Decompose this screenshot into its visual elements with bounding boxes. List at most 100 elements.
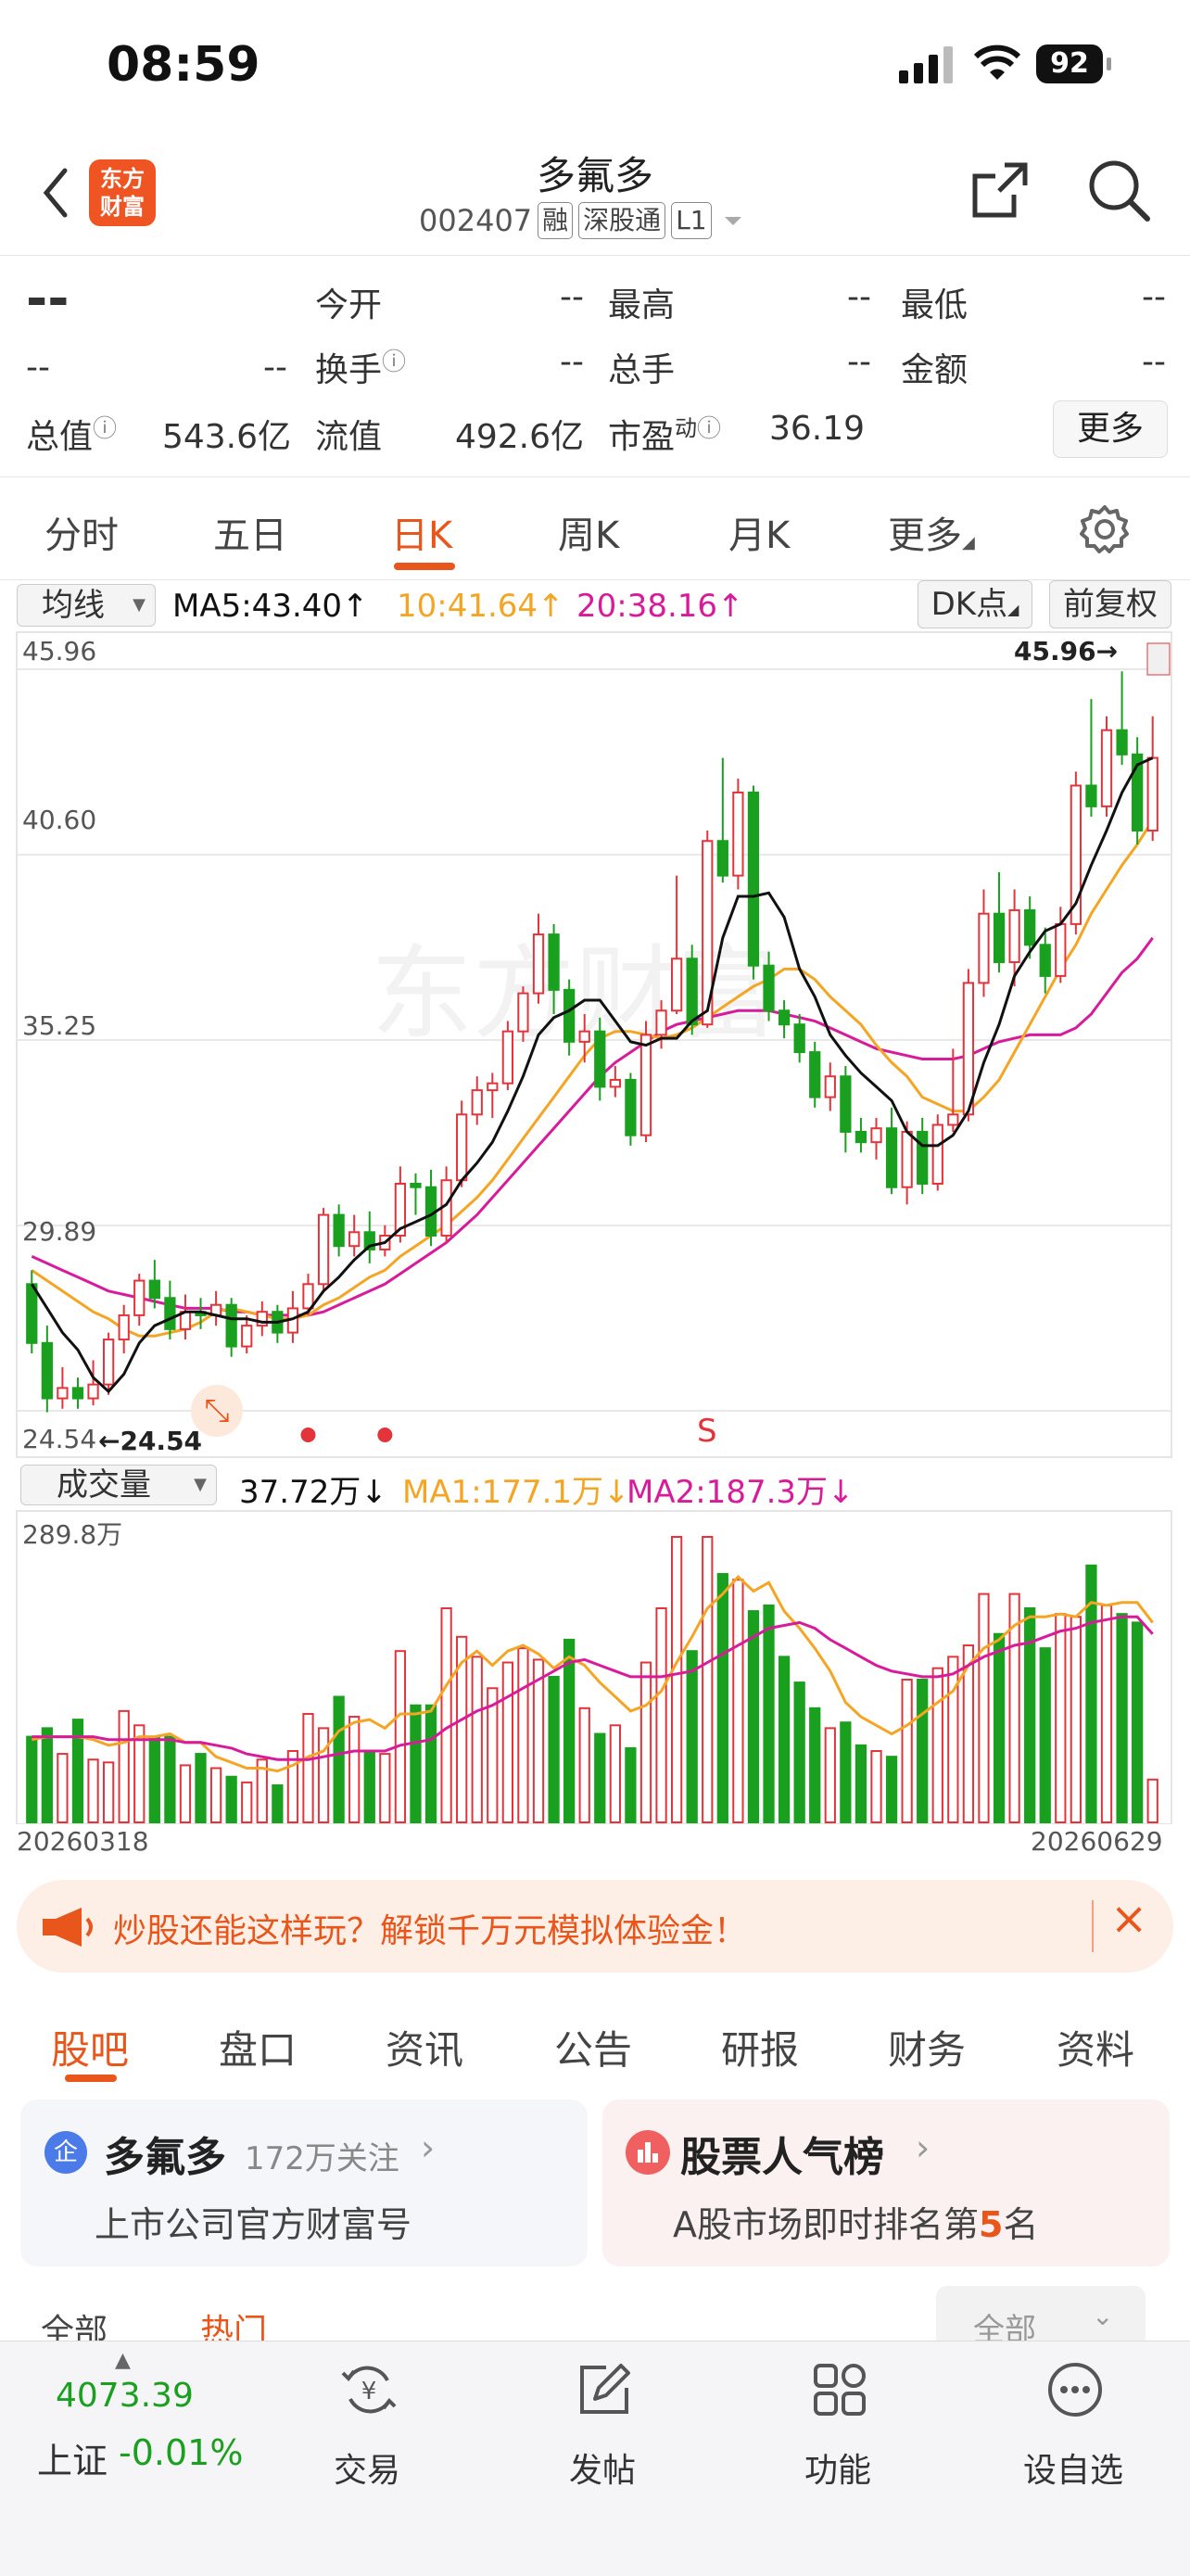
volume-bar: [702, 1536, 714, 1823]
candle-body: [1132, 753, 1144, 832]
tab-announcements[interactable]: 公告: [554, 2027, 633, 2073]
volume-bar: [424, 1704, 437, 1823]
candle-body: [855, 1130, 867, 1144]
expand-chart-icon[interactable]: ⤡: [191, 1385, 243, 1437]
volume-bar: [1039, 1647, 1051, 1823]
volume-bar: [732, 1579, 744, 1823]
index-name[interactable]: 上证: [37, 2441, 108, 2481]
buy-signal-dot: [300, 1428, 316, 1442]
share-icon[interactable]: [968, 158, 1032, 222]
candle-body: [1024, 908, 1036, 946]
volume-bar: [947, 1656, 959, 1823]
eastmoney-logo: 东方 财富: [89, 159, 156, 226]
connect-tag: 深股通: [578, 202, 666, 239]
last-price: --: [26, 269, 70, 329]
high-value: --: [847, 278, 871, 316]
stock-header: 东方 财富 多氟多 002407 融 深股通 L1: [0, 130, 1190, 256]
volume-chart[interactable]: [0, 1509, 1190, 1824]
volume-bar: [209, 1767, 222, 1824]
promo-banner[interactable]: 炒股还能这样玩？解锁千万元模拟体验金！ ×: [17, 1880, 1173, 1973]
more-quote-button[interactable]: 更多: [1053, 400, 1168, 458]
tab-profile[interactable]: 资料: [1057, 2027, 1135, 2073]
ranking-title: 股票人气榜: [680, 2134, 884, 2181]
tab-weekly-k[interactable]: 周K: [558, 514, 620, 557]
tab-news[interactable]: 资讯: [386, 2027, 464, 2073]
candle-body: [317, 1213, 330, 1286]
ranking-card[interactable]: 股票人气榜 › A股市场即时排名第5名: [602, 2100, 1170, 2266]
volume-bar: [639, 1661, 652, 1823]
candle-body: [410, 1182, 422, 1188]
price-plot-frame: [16, 631, 1172, 1458]
ma5-legend: MA5:43.40↑: [172, 588, 369, 625]
tab-monthly-k[interactable]: 月K: [728, 514, 791, 557]
candle-body: [947, 1113, 959, 1126]
volume-bar: [317, 1727, 330, 1823]
tab-research[interactable]: 研报: [721, 2027, 800, 2073]
search-icon[interactable]: [1084, 156, 1153, 224]
volume-bar: [1100, 1604, 1113, 1823]
tab-more[interactable]: 更多◢: [888, 514, 975, 557]
close-promo-icon[interactable]: ×: [1110, 1893, 1148, 1945]
price-tick-max: 45.96: [22, 636, 97, 666]
candle-body: [302, 1283, 314, 1310]
ma5-line: [31, 756, 1154, 1394]
tab-orderbook[interactable]: 盘口: [219, 2027, 298, 2073]
candle-body: [118, 1313, 130, 1341]
candle-body: [747, 791, 760, 967]
volume-bar: [225, 1775, 237, 1823]
volume-bar: [1146, 1778, 1158, 1823]
tab-daily-k[interactable]: 日K: [391, 514, 453, 557]
market-cap-label: 总值ⓘ: [26, 415, 118, 456]
volume-bar: [1132, 1621, 1144, 1824]
caret-down-icon[interactable]: [719, 211, 747, 230]
index-change[interactable]: -0.01%: [119, 2432, 244, 2473]
volume-bar: [931, 1667, 943, 1823]
tab-financials[interactable]: 财务: [888, 2027, 967, 2073]
open-value: --: [560, 278, 584, 316]
caret-up-icon[interactable]: ▲: [115, 2349, 131, 2372]
volume-bar: [195, 1753, 207, 1823]
candle-body: [26, 1283, 38, 1344]
dk-top-marker: [1146, 642, 1171, 676]
back-icon[interactable]: [37, 165, 74, 221]
volume-bar: [363, 1750, 375, 1823]
ranking-desc: A股市场即时排名第5名: [673, 2204, 1039, 2245]
volume-indicator-select[interactable]: 成交量 ▼: [20, 1465, 217, 1505]
volume-bar: [241, 1781, 253, 1824]
settings-gear-icon[interactable]: [1079, 503, 1131, 555]
candle-body: [363, 1231, 375, 1250]
candle-body: [256, 1311, 268, 1327]
volume-bar: [41, 1727, 53, 1823]
tab-minute[interactable]: 分时: [44, 514, 119, 557]
candle-body: [333, 1213, 345, 1248]
dk-point-button[interactable]: DK点◢: [918, 580, 1032, 628]
index-value[interactable]: 4073.39: [56, 2377, 194, 2415]
volume-bar: [394, 1650, 407, 1823]
low-marker: ←24.54: [98, 1426, 203, 1456]
indicator-select[interactable]: 均线 ▼: [17, 584, 156, 627]
candle-body: [102, 1339, 115, 1386]
tab-five-day[interactable]: 五日: [213, 514, 287, 557]
adjust-mode-button[interactable]: 前复权: [1049, 580, 1171, 628]
volume-bar: [747, 1610, 760, 1823]
status-bar: 08:59 92: [0, 0, 1190, 130]
company-card[interactable]: 企 多氟多 172万关注 › 上市公司官方财富号: [20, 2100, 588, 2266]
candle-body: [763, 964, 775, 1012]
candle-body: [133, 1279, 146, 1316]
open-label: 今开: [315, 286, 383, 324]
volume-bar: [763, 1604, 775, 1823]
float-cap-value: 492.6亿: [454, 418, 584, 456]
volume-bar: [256, 1758, 268, 1823]
candle-body: [716, 840, 728, 877]
volume-bar: [1116, 1613, 1128, 1823]
x-axis-end: 20260629: [1031, 1826, 1163, 1857]
tab-guba[interactable]: 股吧: [51, 2027, 130, 2073]
candle-body: [609, 1078, 621, 1088]
volume-bar: [1085, 1564, 1097, 1824]
volume-bar: [594, 1732, 606, 1824]
candle-body: [1146, 756, 1158, 832]
volume-bar: [870, 1750, 882, 1823]
candle-body: [532, 933, 545, 995]
volume-label: 总手: [608, 351, 676, 389]
